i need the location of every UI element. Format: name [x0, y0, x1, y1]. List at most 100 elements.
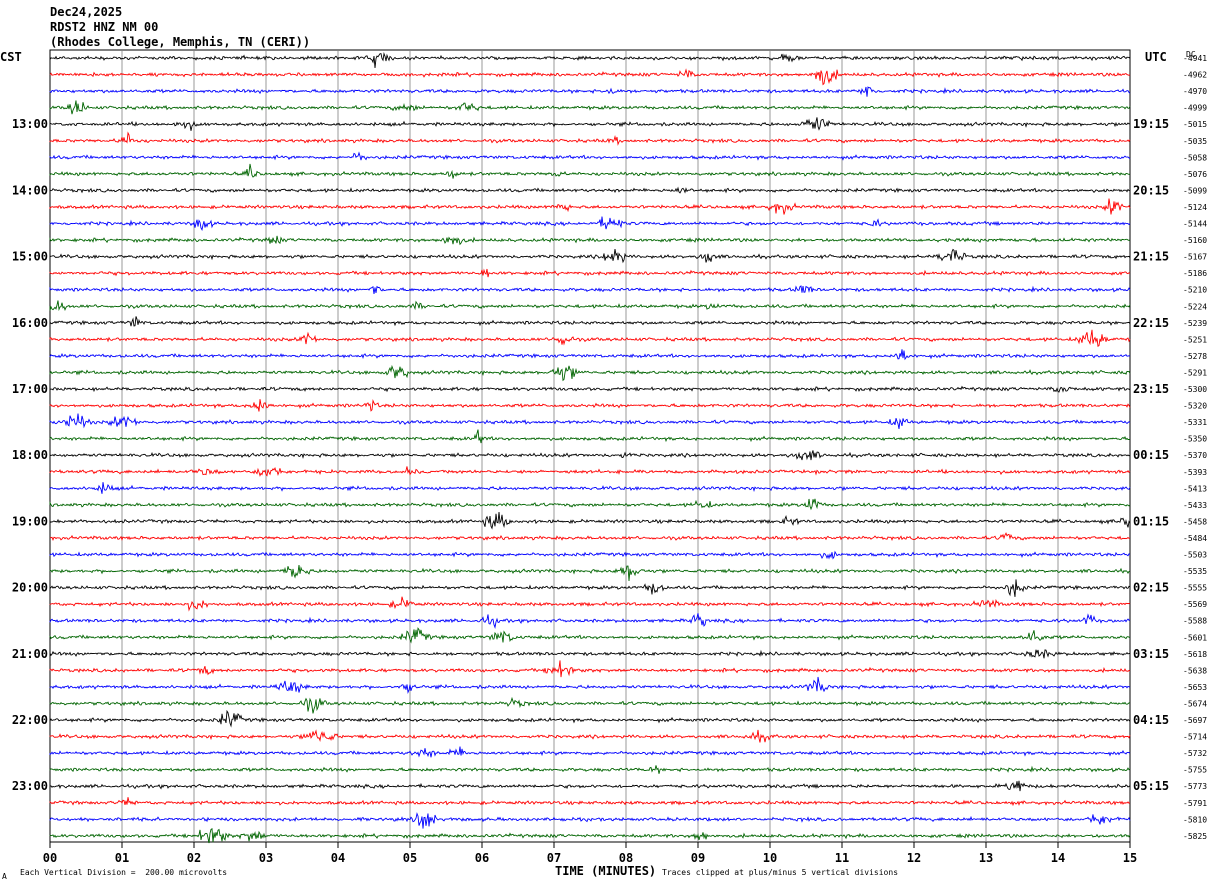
trace-line — [49, 186, 1131, 194]
trace-line — [49, 300, 1131, 312]
dc-offset-label: -5433 — [1183, 501, 1207, 510]
trace-line — [49, 797, 1131, 807]
dc-offset-label: -5058 — [1183, 153, 1207, 162]
x-tick-label: 08 — [619, 851, 633, 865]
left-hour-label: 22:00 — [12, 713, 48, 727]
trace-line — [49, 627, 1131, 644]
trace-line — [49, 660, 1131, 678]
dc-offset-label: -5015 — [1183, 120, 1207, 129]
header-site: (Rhodes College, Memphis, TN (CERI)) — [50, 35, 311, 49]
dc-offset-label: -5653 — [1183, 683, 1207, 692]
trace-line — [49, 512, 1131, 530]
right-hour-label: 02:15 — [1133, 581, 1169, 595]
x-tick-label: 13 — [979, 851, 993, 865]
dc-offset-label: -5076 — [1183, 170, 1207, 179]
trace-line — [49, 117, 1131, 131]
x-tick-label: 12 — [907, 851, 921, 865]
left-hour-label: 23:00 — [12, 779, 48, 793]
x-tick-label: 09 — [691, 851, 705, 865]
dc-offset-label: -5160 — [1183, 236, 1207, 245]
right-hour-label: 04:15 — [1133, 713, 1169, 727]
trace-line — [49, 765, 1131, 774]
trace-line — [49, 385, 1131, 393]
left-hour-label: 17:00 — [12, 382, 48, 396]
scale-note: Each Vertical Division = 200.00 microvol… — [20, 868, 228, 877]
dc-offset-label: -5535 — [1183, 567, 1207, 576]
x-tick-label: 10 — [763, 851, 777, 865]
trace-line — [49, 248, 1131, 264]
trace-line — [49, 316, 1131, 327]
dc-offset-label: -5413 — [1183, 484, 1207, 493]
dc-offset-label: -5588 — [1183, 617, 1207, 626]
right-hour-label: 20:15 — [1133, 183, 1169, 197]
trace-line — [49, 746, 1131, 758]
dc-offset-label: -5251 — [1183, 335, 1207, 344]
left-hour-label: 13:00 — [12, 117, 48, 131]
trace-line — [49, 68, 1131, 86]
trace-line — [49, 729, 1131, 743]
dc-offset-label: -4970 — [1183, 87, 1207, 96]
dc-offset-label: -5755 — [1183, 766, 1207, 775]
dc-offset-label: -5167 — [1183, 253, 1207, 262]
trace-line — [49, 86, 1131, 97]
dc-offset-label: -5210 — [1183, 286, 1207, 295]
trace-line — [49, 579, 1131, 597]
dc-offset-label: -4999 — [1183, 104, 1207, 113]
dc-offset-label: -5350 — [1183, 435, 1207, 444]
corner-mark: A — [2, 872, 7, 881]
x-tick-label: 04 — [331, 851, 345, 865]
dc-offset-label: -5393 — [1183, 468, 1207, 477]
trace-line — [49, 52, 1131, 68]
dc-offset-label: -5320 — [1183, 402, 1207, 411]
trace-line — [49, 450, 1131, 461]
dc-offset-label: -4962 — [1183, 71, 1207, 80]
dc-offset-label: -5791 — [1183, 799, 1207, 808]
header-station: RDST2 HNZ NM 00 — [50, 20, 159, 34]
x-tick-label: 11 — [835, 851, 849, 865]
dc-offset-label: -5291 — [1183, 368, 1207, 377]
dc-offset-label: -5484 — [1183, 534, 1207, 543]
x-tick-label: 00 — [43, 851, 57, 865]
dc-offset-label: -5331 — [1183, 418, 1207, 427]
trace-line — [49, 349, 1131, 361]
dc-offset-label: -5555 — [1183, 584, 1207, 593]
dc-offset-label: -5732 — [1183, 749, 1207, 758]
left-hour-label: 14:00 — [12, 183, 48, 197]
right-hour-label: 03:15 — [1133, 647, 1169, 661]
header-date: Dec24,2025 — [50, 5, 123, 19]
dc-offset-label: -5278 — [1183, 352, 1207, 361]
dc-offset-label: -5503 — [1183, 551, 1207, 560]
dc-offset-label: -5638 — [1183, 666, 1207, 675]
trace-line — [49, 550, 1131, 560]
left-hour-label: 21:00 — [12, 647, 48, 661]
trace-line — [49, 413, 1131, 429]
dc-offset-label: -5300 — [1183, 385, 1207, 394]
dc-offset-label: -5099 — [1183, 186, 1207, 195]
left-zone-label: CST — [0, 50, 22, 64]
trace-line — [49, 780, 1131, 792]
trace-line — [49, 482, 1131, 494]
trace-line — [49, 564, 1131, 582]
dc-offset-label: -5239 — [1183, 319, 1207, 328]
trace-line — [49, 151, 1131, 161]
dc-offset-label: -5224 — [1183, 302, 1207, 311]
dc-offset-label: -5674 — [1183, 699, 1207, 708]
trace-line — [49, 828, 1131, 844]
clip-note: Traces clipped at plus/minus 5 vertical … — [662, 868, 899, 877]
trace-line — [49, 429, 1131, 444]
dc-offset-label: -5458 — [1183, 517, 1207, 526]
right-hour-label: 22:15 — [1133, 316, 1169, 330]
trace-line — [49, 613, 1131, 629]
dc-offset-label: -5825 — [1183, 832, 1207, 841]
dc-offset-label: -5124 — [1183, 203, 1207, 212]
x-tick-label: 02 — [187, 851, 201, 865]
left-hour-label: 16:00 — [12, 316, 48, 330]
trace-line — [49, 329, 1131, 347]
trace-line — [49, 198, 1131, 215]
dc-offset-label: -5186 — [1183, 269, 1207, 278]
x-tick-label: 01 — [115, 851, 129, 865]
trace-line — [49, 398, 1131, 412]
left-hour-label: 19:00 — [12, 514, 48, 528]
left-hour-label: 18:00 — [12, 448, 48, 462]
